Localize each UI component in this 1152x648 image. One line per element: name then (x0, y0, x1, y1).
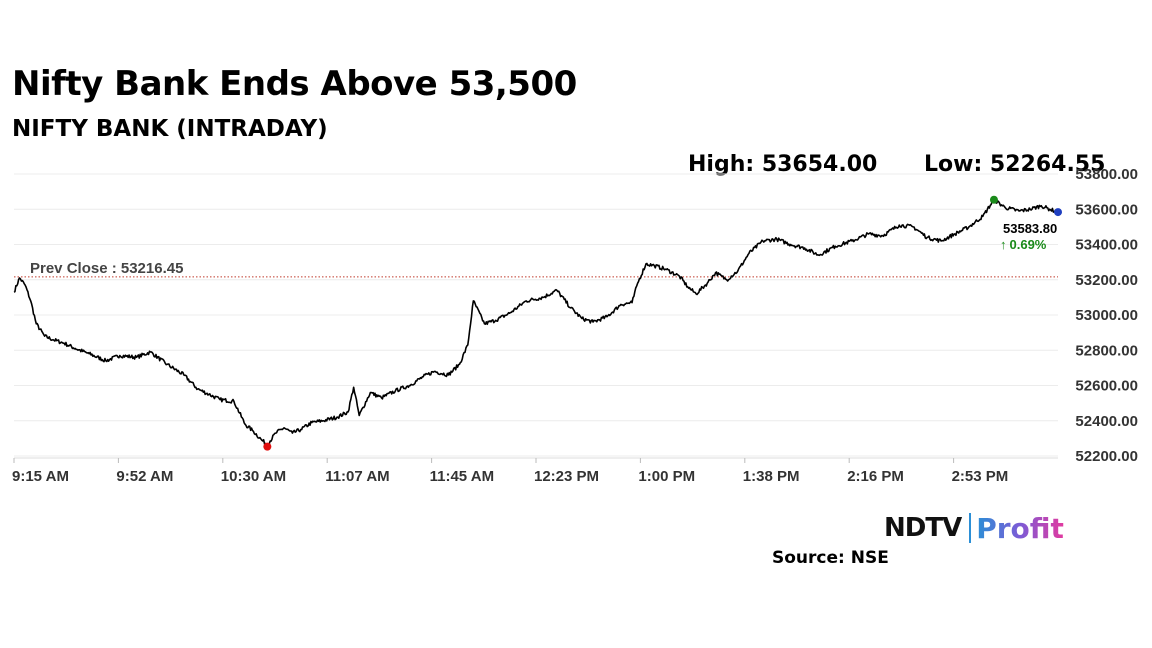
change-percent-label: ↑ 0.69% (1000, 237, 1047, 252)
x-tick-label: 1:38 PM (743, 468, 800, 485)
y-tick-label: 53400.00 (1075, 237, 1138, 254)
x-tick-label: 12:23 PM (534, 468, 599, 485)
logo-ndtv-text: NDTV (884, 513, 962, 543)
chart-subtitle: NIFTY BANK (INTRADAY) (12, 116, 328, 142)
change-arrow-icon: ↑ (1000, 237, 1007, 252)
low-marker (263, 442, 272, 451)
low-value: Low: 52264.55 (924, 152, 1106, 177)
y-tick-label: 53800.00 (1075, 166, 1138, 183)
ndtv-profit-logo: NDTV Profit (884, 510, 1064, 546)
y-gridlines (14, 173, 1058, 457)
x-axis: 9:15 AM 9:52 AM 10:30 AM 11:07 AM 11:45 AM 12… (12, 457, 1058, 485)
change-percent-value: 0.69% (1010, 237, 1047, 252)
close-marker (1054, 208, 1062, 217)
y-tick-label: 53000.00 (1075, 307, 1138, 324)
x-tick-label: 9:52 AM (116, 468, 173, 485)
y-tick-label: 53600.00 (1075, 201, 1138, 218)
high-value: High: 53654.00 (688, 152, 878, 177)
y-tick-label: 52400.00 (1075, 413, 1138, 430)
x-tick-label: 11:45 AM (430, 468, 494, 485)
logo-profit-text: Profit (976, 511, 1064, 545)
page-title: Nifty Bank Ends Above 53,500 (12, 64, 577, 104)
series-line (13, 197, 1059, 447)
x-tick-label: 2:16 PM (847, 468, 904, 485)
x-tick-label: 11:07 AM (325, 468, 389, 485)
high-marker (989, 195, 998, 204)
x-tick-label: 2:53 PM (952, 468, 1009, 485)
y-tick-label: 53200.00 (1075, 272, 1138, 289)
logo-divider (969, 513, 972, 543)
x-tick-label: 1:00 PM (638, 468, 695, 485)
x-tick-label: 10:30 AM (221, 468, 286, 485)
x-tick-label: 9:15 AM (12, 468, 69, 485)
source-note: Source: NSE (772, 548, 889, 568)
y-tick-label: 52800.00 (1075, 342, 1138, 359)
y-tick-label: 52200.00 (1075, 448, 1138, 465)
y-tick-label: 52600.00 (1075, 378, 1138, 395)
close-value-label: 53583.80 (1003, 221, 1057, 236)
y-axis: 52200.00 52400.00 52600.00 52800.00 53000.00… (1075, 166, 1138, 465)
prev-close-label: Prev Close : 53216.45 (30, 260, 183, 277)
